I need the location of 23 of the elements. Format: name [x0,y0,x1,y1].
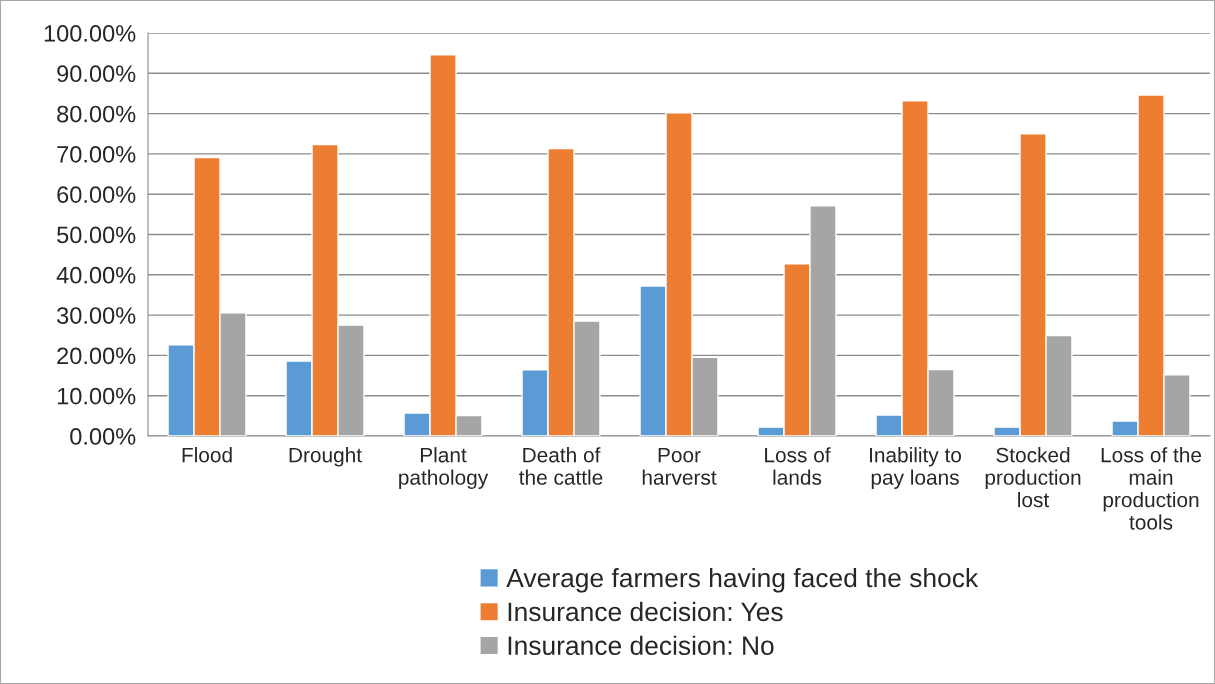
y-tick-label: 40.00% [56,266,136,284]
x-tick-label: Stocked production lost [985,447,1081,508]
y-tick-label: 0.00% [70,428,136,445]
y-tick-label: 50.00% [57,226,136,244]
x-tick-label: Drought [289,447,362,467]
x-tick-label: Plant pathology [399,447,489,489]
x-tick-label: Death of the cattle [519,447,603,485]
x-tick-label: Flood [182,447,232,463]
legend-label: Insurance decision: No [508,635,774,656]
y-tick-label: 10.00% [57,387,136,405]
legend-label: Average farmers having faced the shock [506,567,979,593]
y-tick-label: 60.00% [57,186,136,203]
y-tick-label: 80.00% [57,105,136,123]
x-tick-label: Loss of lands [765,447,831,485]
x-tick-label: Poor harverst [642,447,717,485]
y-tick-label: 100.00% [44,25,136,42]
legend-label: Insurance decision: Yes [508,601,783,622]
y-tick-label: 90.00% [57,65,136,83]
x-tick-label: Loss of the main production tools [1101,447,1202,530]
y-tick-label: 70.00% [57,145,136,163]
x-tick-label: Inability to pay loans [870,447,962,489]
y-tick-label: 30.00% [57,307,136,324]
y-tick-label: 20.00% [57,347,136,365]
